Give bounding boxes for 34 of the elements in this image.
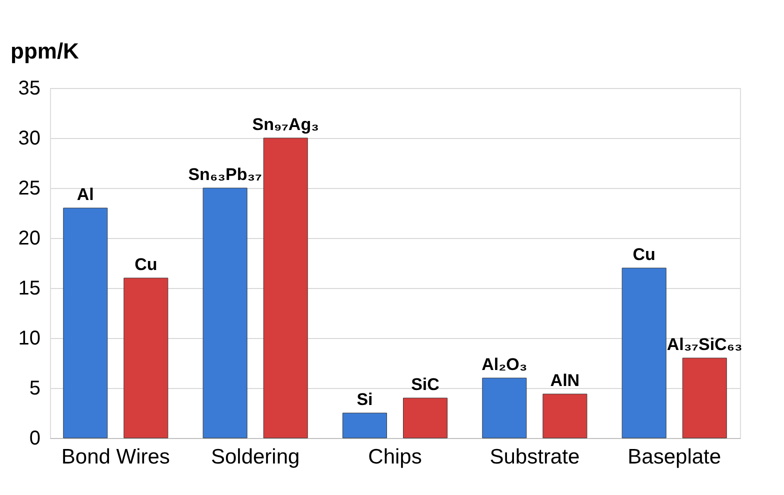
y-tick-label: 10	[18, 328, 40, 350]
x-tick-label: Chips	[368, 446, 422, 468]
bar	[202, 188, 248, 438]
bar	[63, 208, 108, 438]
x-tick-label: Soldering	[210, 446, 300, 468]
data-label: Sn₆₃Pb₃₇	[188, 165, 262, 184]
data-label: Al₂O₃	[482, 355, 528, 374]
y-tick-label: 20	[18, 228, 40, 250]
data-label: Si	[356, 390, 373, 409]
y-axis-title: ppm/K	[10, 38, 80, 64]
x-tick-label: Substrate	[490, 446, 580, 468]
data-label: AlN	[550, 371, 580, 390]
bar	[263, 138, 308, 438]
data-label: SiC	[411, 375, 440, 394]
bar	[542, 394, 588, 438]
bar	[682, 358, 727, 438]
x-tick-label: Baseplate	[628, 446, 722, 468]
bar	[342, 412, 387, 438]
bar	[124, 278, 168, 438]
bar	[622, 268, 666, 438]
y-tick-label: 15	[18, 278, 40, 300]
y-tick-label: 0	[29, 428, 40, 450]
data-label: Al₃₇SiC₆₃	[666, 335, 742, 354]
x-tick-label: Bond Wires	[61, 446, 170, 468]
y-tick-label: 5	[29, 378, 40, 400]
y-tick-label: 30	[18, 128, 40, 150]
bar	[403, 398, 448, 438]
data-label: Cu	[134, 255, 158, 274]
data-label: Cu	[632, 245, 656, 264]
y-tick-label: 35	[18, 78, 40, 100]
data-label: Sn₉₇Ag₃	[252, 115, 319, 134]
data-label: Al	[76, 185, 94, 204]
bar	[482, 378, 527, 438]
y-tick-label: 25	[18, 178, 40, 200]
